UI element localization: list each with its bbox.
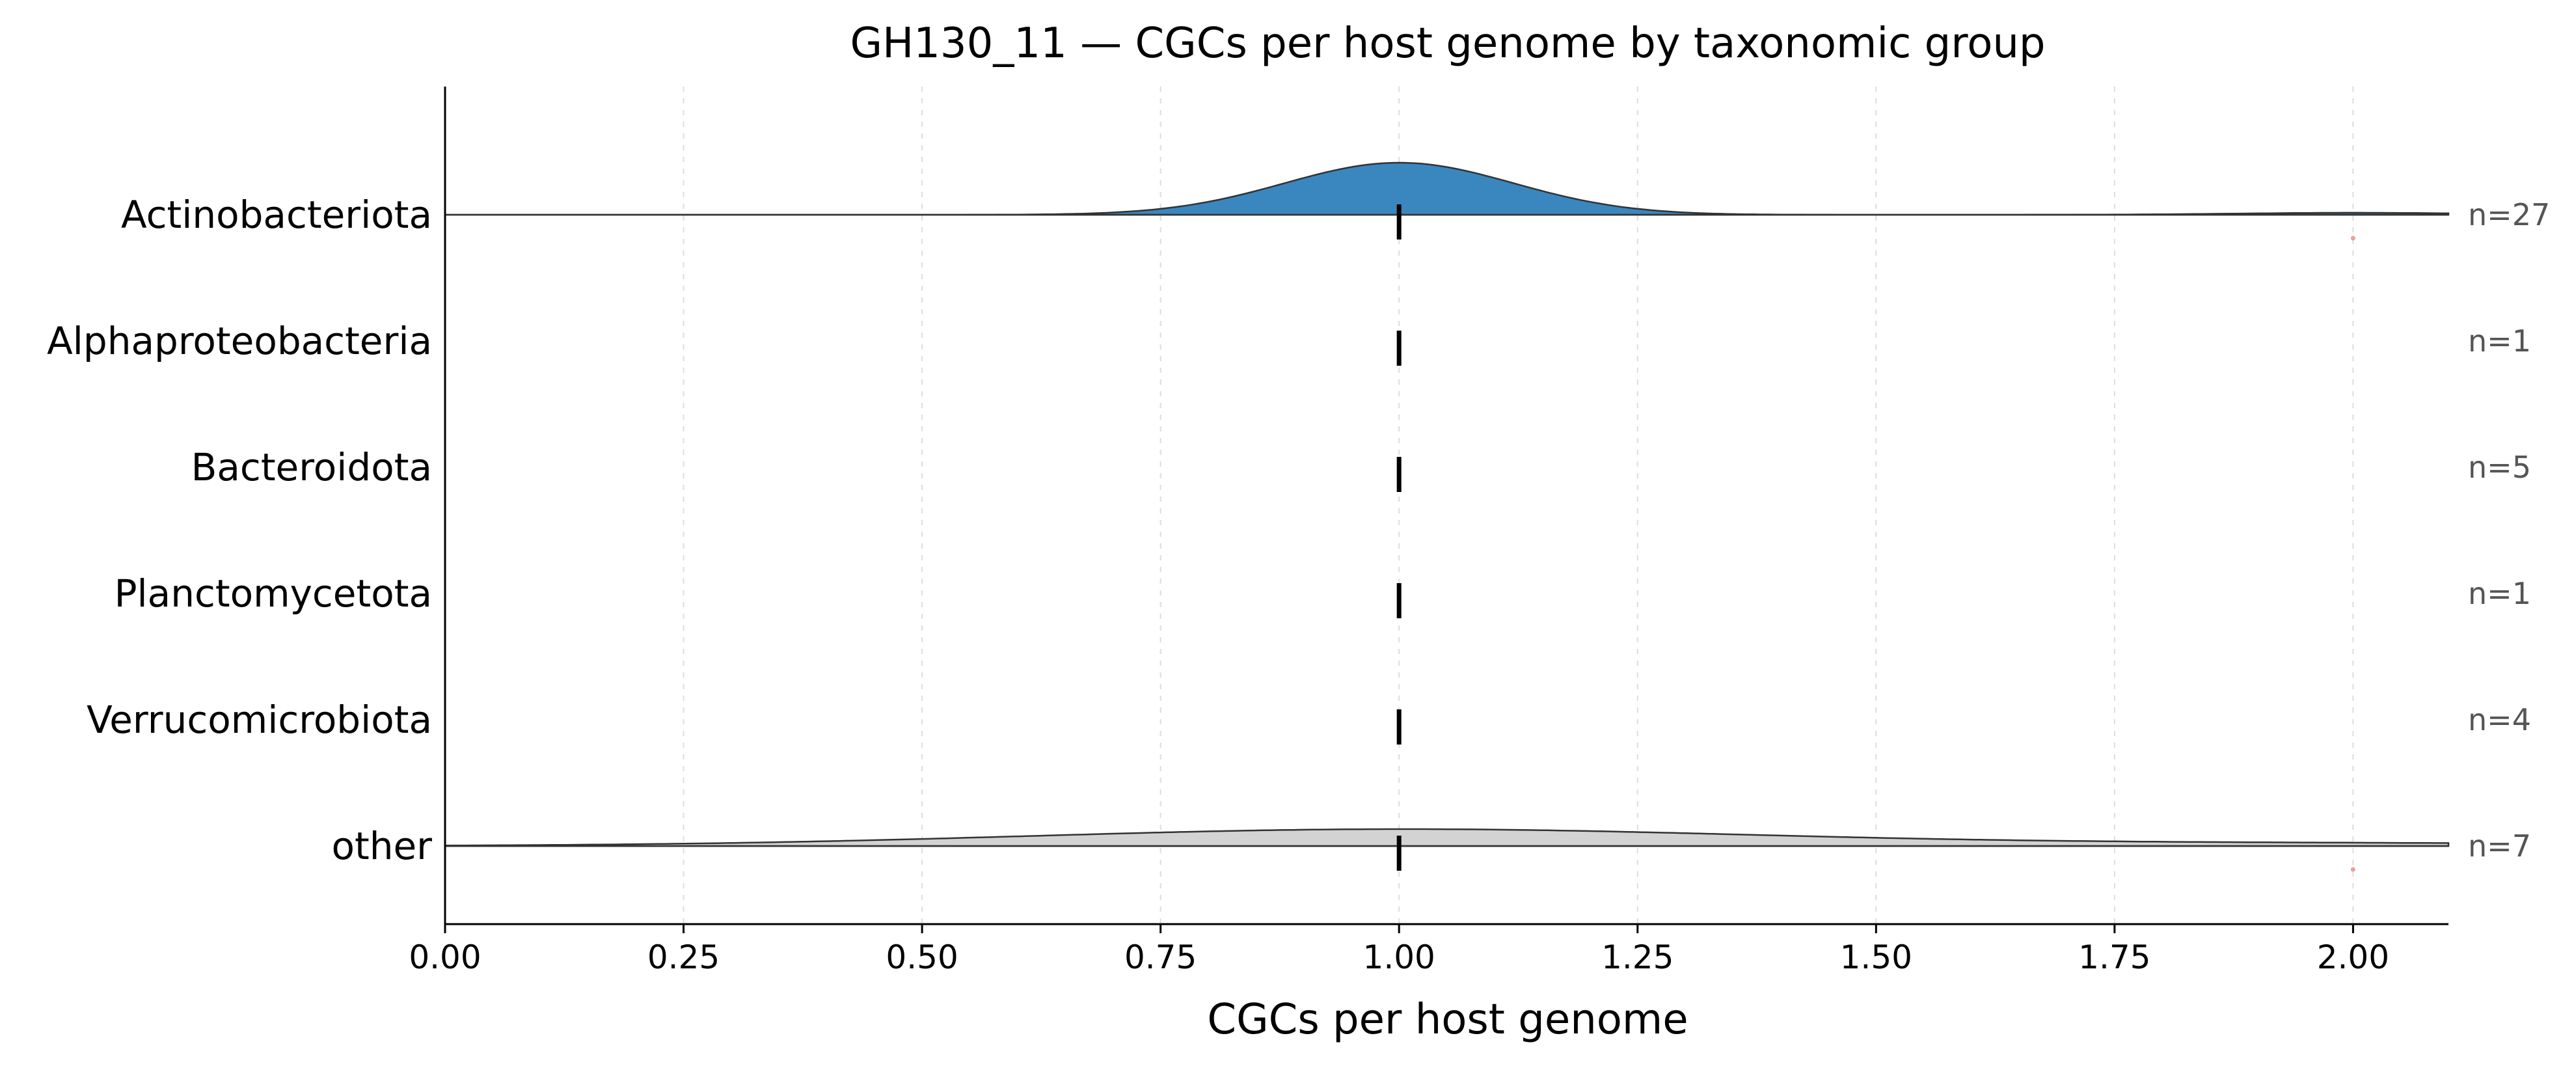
n-count-label: n=7 xyxy=(2468,828,2531,864)
x-ticks: 0.00 0.25 0.50 0.75 1.00 1.25 1.50 1.75 2.00 xyxy=(409,924,2389,976)
ridge-actinobacteriota: Actinobacteriota n=27 xyxy=(121,161,2550,241)
category-label: other xyxy=(331,824,432,868)
ridges: Actinobacteriota n=27 Alphaproteobacteria n… xyxy=(47,161,2550,872)
x-tick-label: 1.75 xyxy=(2078,938,2150,976)
category-label: Alphaproteobacteria xyxy=(47,319,432,363)
ridge-other: other n=7 xyxy=(331,824,2531,872)
outlier-point xyxy=(2350,236,2355,241)
n-count-label: n=1 xyxy=(2468,323,2531,359)
n-count-label: n=4 xyxy=(2468,702,2531,737)
x-tick-label: 0.50 xyxy=(886,938,958,976)
chart-title: GH130_11 — CGCs per host genome by taxon… xyxy=(850,20,2045,68)
density-area xyxy=(444,828,2450,847)
x-tick-label: 2.00 xyxy=(2317,938,2389,976)
x-tick-label: 0.00 xyxy=(409,938,481,976)
ridge-alphaproteobacteria: Alphaproteobacteria n=1 xyxy=(47,319,2531,366)
ridge-planctomycetota: Planctomycetota n=1 xyxy=(115,571,2531,618)
x-axis-label: CGCs per host genome xyxy=(1207,996,1688,1044)
n-count-label: n=5 xyxy=(2468,450,2531,485)
n-count-label: n=27 xyxy=(2468,197,2550,232)
category-label: Actinobacteriota xyxy=(121,193,432,237)
ridge-verrucomicrobiota: Verrucomicrobiota n=4 xyxy=(87,698,2531,745)
density-area xyxy=(445,161,2450,216)
n-count-label: n=1 xyxy=(2468,576,2531,611)
x-tick-label: 1.50 xyxy=(1840,938,1912,976)
ridge-bacteroidota: Bacteroidota n=5 xyxy=(191,445,2531,492)
category-label: Planctomycetota xyxy=(115,571,432,616)
category-label: Verrucomicrobiota xyxy=(87,698,432,742)
outlier-point xyxy=(2350,867,2355,872)
x-tick-label: 1.25 xyxy=(1601,938,1674,976)
x-tick-label: 0.75 xyxy=(1124,938,1197,976)
x-tick-label: 0.25 xyxy=(647,938,720,976)
category-label: Bacteroidota xyxy=(191,445,432,489)
x-tick-label: 1.00 xyxy=(1363,938,1435,976)
